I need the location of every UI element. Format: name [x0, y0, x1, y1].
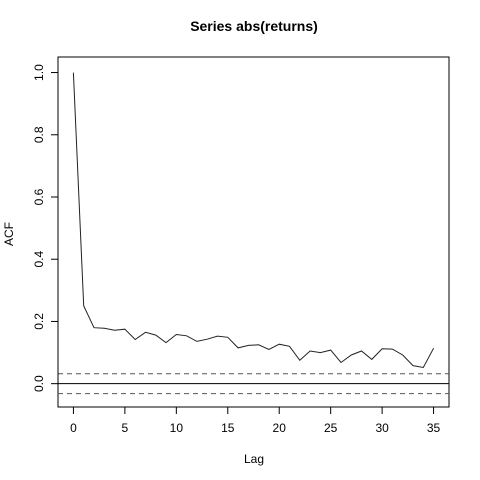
x-tick-label: 0	[70, 421, 77, 435]
plot-marks: 0 5 10 15 20 25 30 35 0.0 0.2 0.4 0.6 0.8 1.0	[32, 64, 449, 435]
x-tick-label: 35	[427, 421, 441, 435]
x-tick-label: 20	[273, 421, 287, 435]
acf-series-line-0	[72, 72, 435, 369]
x-tick-label: 15	[221, 421, 235, 435]
y-tick-label: 0.6	[32, 188, 46, 205]
x-tick-label: 5	[122, 421, 129, 435]
y-tick-label: 0.0	[32, 375, 46, 392]
chart-title: Series abs(returns)	[190, 18, 318, 34]
y-tick-label: 0.8	[32, 126, 46, 143]
y-axis-label: ACF	[2, 222, 16, 246]
plot-frame	[57, 56, 450, 408]
y-tick-label: 0.2	[32, 313, 46, 330]
x-tick-label: 25	[324, 421, 338, 435]
x-axis-label: Lag	[244, 452, 264, 466]
x-tick-label: 30	[375, 421, 389, 435]
x-tick-label: 10	[170, 421, 184, 435]
y-tick-label: 1.0	[32, 64, 46, 81]
y-tick-label: 0.4	[32, 251, 46, 268]
